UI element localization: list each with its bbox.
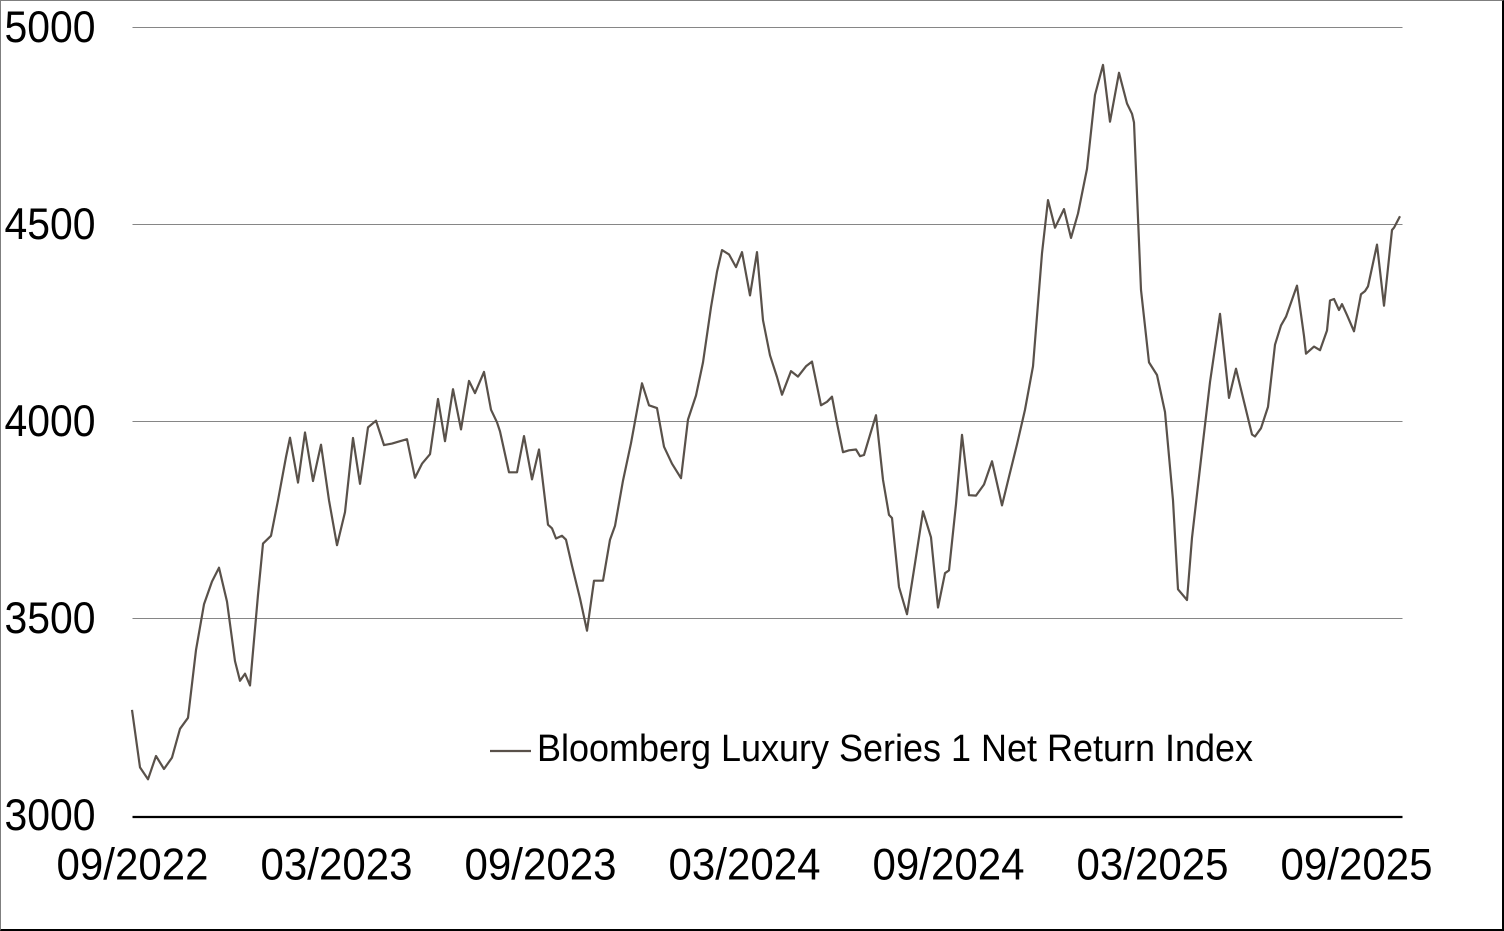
svg-text:4000: 4000 xyxy=(5,397,96,446)
svg-text:09/2025: 09/2025 xyxy=(1281,841,1433,890)
svg-text:5000: 5000 xyxy=(5,3,96,52)
svg-text:09/2023: 09/2023 xyxy=(465,841,617,890)
svg-text:03/2024: 03/2024 xyxy=(669,841,821,890)
svg-text:4500: 4500 xyxy=(5,200,96,249)
svg-text:3500: 3500 xyxy=(5,594,96,643)
svg-text:09/2022: 09/2022 xyxy=(57,841,209,890)
svg-text:3000: 3000 xyxy=(5,791,96,840)
svg-text:03/2023: 03/2023 xyxy=(261,841,413,890)
svg-text:03/2025: 03/2025 xyxy=(1077,841,1229,890)
svg-text:Bloomberg Luxury Series 1 Net: Bloomberg Luxury Series 1 Net Return Ind… xyxy=(537,728,1253,770)
svg-text:09/2024: 09/2024 xyxy=(873,841,1025,890)
